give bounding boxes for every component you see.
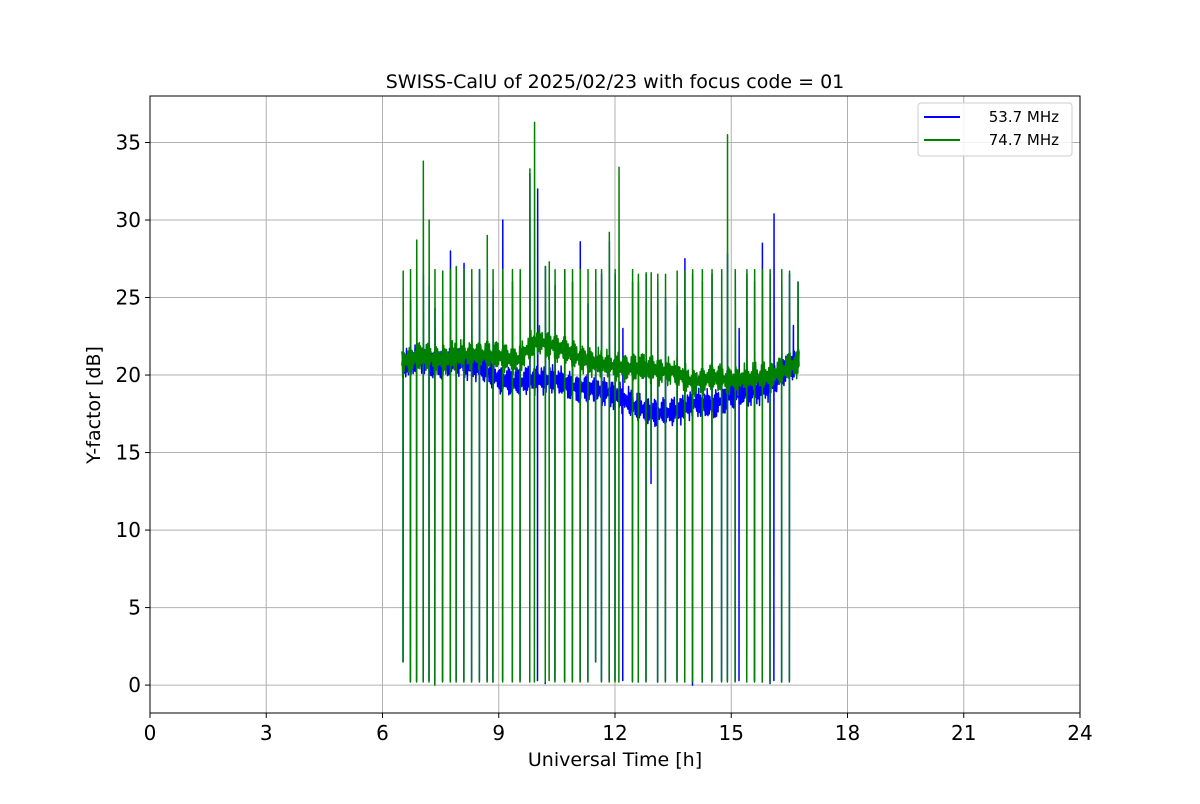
legend-label-74-7-mhz: 74.7 MHz [989, 131, 1059, 149]
x-axis-label: Universal Time [h] [528, 749, 702, 771]
y-axis-label: Y-factor [dB] [83, 346, 105, 465]
y-tick-label: 5 [128, 596, 141, 620]
y-tick-label: 0 [128, 673, 141, 697]
legend: 53.7 MHz 74.7 MHz [917, 102, 1073, 157]
x-tick-label: 3 [260, 721, 273, 745]
x-tick-label: 24 [1067, 721, 1092, 745]
x-tick-label: 15 [719, 721, 744, 745]
y-tick-label: 35 [116, 131, 141, 155]
y-tick-label: 30 [116, 208, 141, 232]
axis-ticks: 0 3 6 9 12 15 18 21 24 0 5 10 15 20 25 30 35 [116, 131, 1093, 745]
legend-label-53-7-mhz: 53.7 MHz [989, 108, 1059, 126]
y-tick-label: 20 [116, 363, 141, 387]
x-tick-label: 9 [492, 721, 505, 745]
chart-title: SWISS-CalU of 2025/02/23 with focus code… [386, 71, 845, 93]
y-tick-label: 15 [116, 441, 141, 465]
x-tick-label: 18 [835, 721, 860, 745]
y-tick-label: 25 [116, 286, 141, 310]
series-group [401, 121, 800, 686]
x-tick-label: 21 [951, 721, 976, 745]
x-tick-label: 12 [602, 721, 627, 745]
y-tick-label: 10 [116, 518, 141, 542]
series-line-74-7-mhz [401, 121, 800, 686]
x-tick-label: 6 [376, 721, 389, 745]
x-tick-label: 0 [144, 721, 157, 745]
